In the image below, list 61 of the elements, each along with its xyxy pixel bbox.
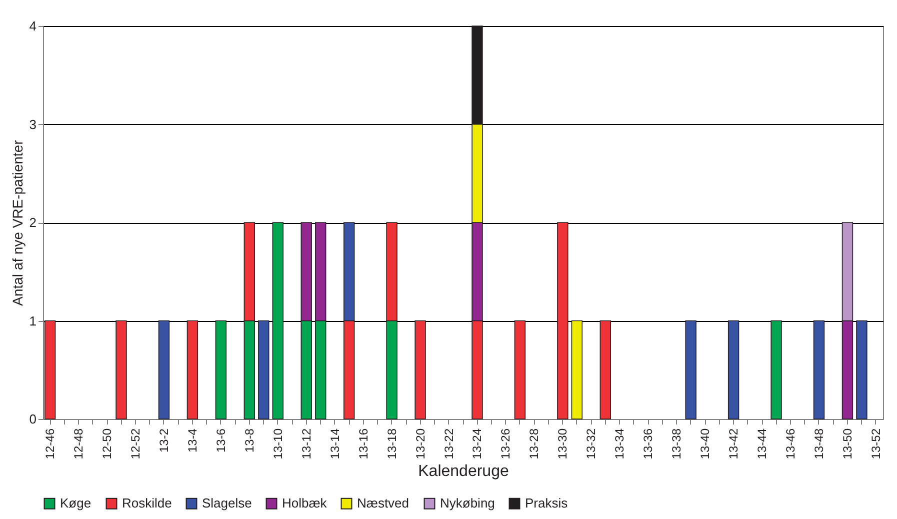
y-tick-label: 3 <box>29 116 36 132</box>
bar <box>116 320 127 420</box>
x-tick-label: 12-48 <box>72 428 86 460</box>
x-tick-label: 13-44 <box>755 428 770 460</box>
legend-label: Praksis <box>525 496 568 511</box>
x-tick-label: 13-46 <box>784 428 798 460</box>
y-tick-label: 2 <box>29 215 36 230</box>
x-tick-label: 12-46 <box>43 428 58 460</box>
x-tick-label: 13-12 <box>299 428 314 460</box>
x-tick-label: 13-40 <box>698 428 712 460</box>
legend-label: Slagelse <box>202 496 252 511</box>
bar <box>685 320 696 420</box>
x-tick-label: 13-34 <box>612 428 627 460</box>
x-tick-label: 13-38 <box>670 428 684 460</box>
bar <box>557 222 568 420</box>
bar <box>600 320 611 420</box>
bar <box>728 320 740 420</box>
x-tick-label: 13-32 <box>584 428 598 460</box>
bar <box>571 320 583 420</box>
bar <box>158 320 170 420</box>
x-tick-label: 13-14 <box>328 428 342 460</box>
legend-label: Roskilde <box>122 496 172 511</box>
legend-label: Køge <box>60 496 92 511</box>
y-tick-label: 1 <box>29 313 36 328</box>
bar <box>258 320 270 420</box>
x-tick-label: 13-22 <box>442 428 456 460</box>
x-tick-label: 13-30 <box>556 428 570 460</box>
bar <box>215 320 227 420</box>
x-tick-label: 13-28 <box>527 428 542 460</box>
x-axis-title: Kalenderuge <box>418 463 509 480</box>
legend-label: Næstved <box>357 496 410 511</box>
x-tick-label: 13-18 <box>384 428 399 460</box>
x-tick-label: 13-10 <box>270 428 285 460</box>
x-tick-label: 12-50 <box>100 428 114 460</box>
x-tick-label: 13-4 <box>185 428 200 453</box>
x-tick-label: 13-52 <box>868 428 883 460</box>
legend-label: Holbæk <box>282 496 328 511</box>
x-tick-label: 13-50 <box>840 428 854 460</box>
x-tick-label: 13-36 <box>641 428 656 460</box>
bar <box>514 320 526 420</box>
bar <box>770 320 782 420</box>
bar <box>856 320 868 420</box>
x-tick-label: 13-8 <box>242 428 256 453</box>
x-tick-label: 13-16 <box>356 428 370 460</box>
y-axis-title: Antal af nye VRE-patienter <box>9 140 26 306</box>
bar <box>414 320 426 420</box>
x-tick-label: 13-26 <box>498 428 513 460</box>
x-tick-label: 13-2 <box>156 428 171 453</box>
x-tick-label: 13-42 <box>726 428 741 460</box>
y-tick-label: 4 <box>29 18 36 34</box>
bar <box>272 222 284 420</box>
bar <box>813 320 825 420</box>
legend-label: Nykøbing <box>440 496 495 511</box>
y-tick-label: 0 <box>29 412 36 426</box>
x-tick-label: 13-6 <box>214 428 228 453</box>
x-tick-label: 13-20 <box>413 428 428 460</box>
x-tick-label: 13-24 <box>470 428 484 460</box>
bar <box>44 320 56 420</box>
x-tick-label: 13-48 <box>812 428 826 460</box>
bar <box>186 320 198 420</box>
x-tick-label: 12-52 <box>128 428 142 460</box>
